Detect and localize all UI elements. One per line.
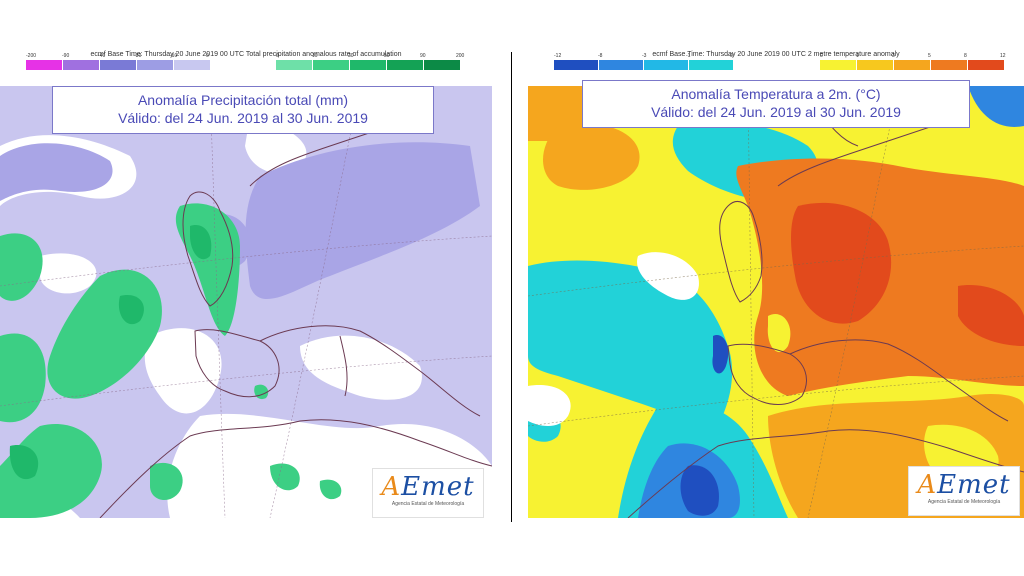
temperature-legend-negative-tick-label: 0 <box>730 53 733 59</box>
temperature-title-box: Anomalía Temperatura a 2m. (°C) Válido: … <box>582 80 970 128</box>
precipitation-legend-negative-tick-label: -200 <box>26 53 37 59</box>
precipitation-map[interactable] <box>0 86 492 518</box>
temperature-legend-positive-tick-label: 0 <box>820 53 823 59</box>
precipitation-legend-positive-swatch <box>313 60 350 70</box>
temperature-legend-positive-swatch <box>931 60 968 70</box>
temperature-legend-negative-tick-label: -3 <box>642 53 647 59</box>
aemet-logo-subtitle: Agencia Estatal de Meteorología <box>391 501 465 507</box>
temperature-title: Anomalía Temperatura a 2m. (°C) <box>671 86 881 102</box>
precipitation-legend-negative-tick-label: -10 <box>170 53 178 59</box>
precipitation-legend-negative-swatch <box>174 60 211 70</box>
temperature-legend-positive-tick-label: 5 <box>928 53 931 59</box>
temperature-legend-positive-swatch <box>820 60 857 70</box>
precipitation-legend-negative-ticks: -200 -90 -40 -30 -10 0 <box>26 53 220 61</box>
temperature-legend-positive-ticks: 0 1 3 5 8 12 <box>820 53 1014 61</box>
precipitation-title-box: Anomalía Precipitación total (mm) Válido… <box>52 86 434 134</box>
precipitation-legend-negative-tick-label: -30 <box>134 53 142 59</box>
temperature-legend-negative-swatch <box>599 60 644 70</box>
precipitation-legend-negative-tick-label: -90 <box>62 53 70 59</box>
precipitation-legend-positive-ticks: 0 10 30 50 90 200 <box>276 53 470 61</box>
precipitation-legend-positive-swatch <box>276 60 313 70</box>
precipitation-legend-positive-tick-label: 10 <box>312 53 318 59</box>
aemet-logo-right: AEmet Agencia Estatal de Meteorología <box>908 466 1020 516</box>
precipitation-legend-positive-tick-label: 200 <box>456 53 465 59</box>
temperature-legend-negative <box>554 60 734 70</box>
aemet-logo-left: AEmet Agencia Estatal de Meteorología <box>372 468 484 518</box>
precipitation-legend-negative-tick-label: -40 <box>98 53 106 59</box>
precipitation-legend-negative <box>26 60 211 70</box>
temperature-legend-negative-ticks: -12 -8 -3 -1 0 <box>554 53 744 61</box>
temperature-legend-negative-tick-label: -8 <box>598 53 603 59</box>
precipitation-legend-positive-tick-label: 0 <box>276 53 279 59</box>
temperature-legend-negative-tick-label: -12 <box>554 53 562 59</box>
aemet-logo-subtitle: Agencia Estatal de Meteorología <box>927 499 1001 505</box>
temperature-map-panel: ecmf Base Time: Thursday 20 June 2019 00… <box>528 50 1024 520</box>
precipitation-map-graphic <box>0 86 492 518</box>
precipitation-valid-dates: Válido: del 24 Jun. 2019 al 30 Jun. 2019 <box>118 110 368 126</box>
temperature-header: ecmf Base Time: Thursday 20 June 2019 00… <box>528 50 1024 88</box>
precipitation-legend-negative-swatch <box>137 60 174 70</box>
temperature-legend-negative-swatch <box>554 60 599 70</box>
precipitation-map-panel: ecmf Base Time: Thursday 20 June 2019 00… <box>0 50 492 520</box>
temperature-legend-negative-tick-label: -1 <box>686 53 691 59</box>
precipitation-legend-positive-swatch <box>387 60 424 70</box>
precipitation-header: ecmf Base Time: Thursday 20 June 2019 00… <box>0 50 492 88</box>
temperature-legend-negative-swatch <box>644 60 689 70</box>
temperature-legend-positive-swatch <box>968 60 1005 70</box>
temperature-legend-positive-swatch <box>857 60 894 70</box>
temperature-legend-positive-tick-label: 1 <box>856 53 859 59</box>
precipitation-legend-negative-swatch <box>63 60 100 70</box>
temperature-legend-positive-tick-label: 8 <box>964 53 967 59</box>
temperature-legend-positive-tick-label: 12 <box>1000 53 1006 59</box>
temperature-legend-positive <box>820 60 1005 70</box>
temperature-header-text: ecmf Base Time: Thursday 20 June 2019 00… <box>652 51 900 58</box>
precipitation-legend-positive-tick-label: 90 <box>420 53 426 59</box>
precipitation-title: Anomalía Precipitación total (mm) <box>137 92 349 108</box>
temperature-map-graphic <box>528 86 1024 518</box>
temperature-legend-positive-tick-label: 3 <box>892 53 895 59</box>
precipitation-legend-positive-tick-label: 30 <box>348 53 354 59</box>
panel-divider <box>511 52 512 522</box>
precipitation-legend-positive <box>276 60 461 70</box>
temperature-legend-positive-swatch <box>894 60 931 70</box>
precipitation-legend-positive-swatch <box>424 60 461 70</box>
temperature-valid-dates: Válido: del 24 Jun. 2019 al 30 Jun. 2019 <box>651 104 901 120</box>
temperature-legend-negative-swatch <box>689 60 734 70</box>
precipitation-legend-negative-swatch <box>26 60 63 70</box>
precipitation-legend-negative-tick-label: 0 <box>206 53 209 59</box>
precipitation-legend-positive-swatch <box>350 60 387 70</box>
precipitation-legend-negative-swatch <box>100 60 137 70</box>
precipitation-legend-positive-tick-label: 50 <box>384 53 390 59</box>
temperature-map[interactable] <box>528 86 1024 518</box>
precipitation-header-text: ecmf Base Time: Thursday 20 June 2019 00… <box>90 51 402 58</box>
